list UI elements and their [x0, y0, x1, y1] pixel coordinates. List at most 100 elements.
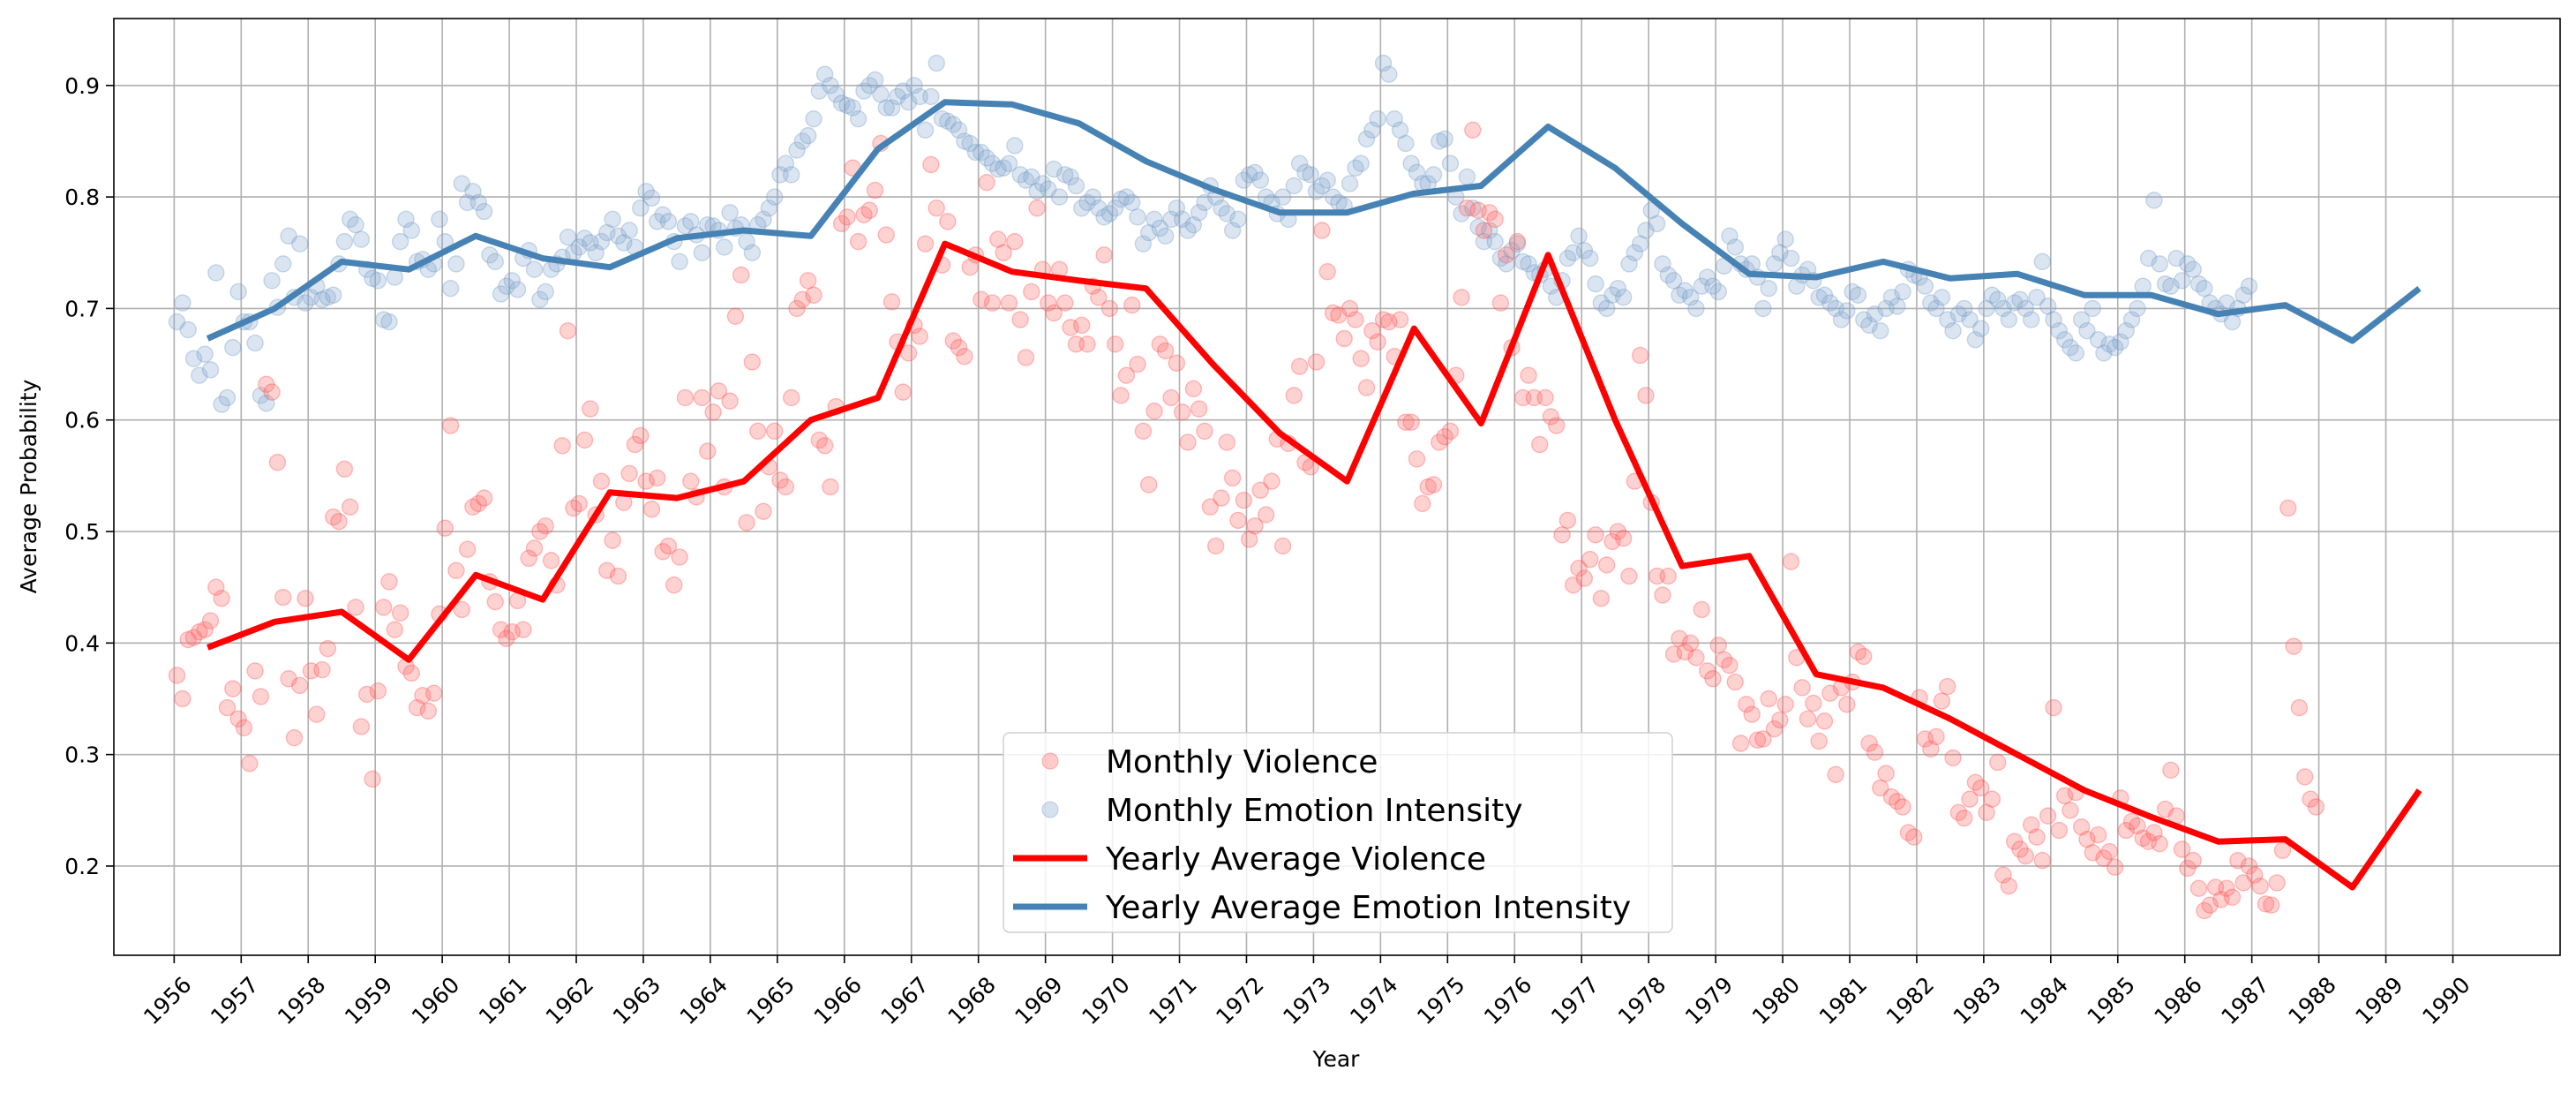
violence-monthly-point: [2279, 499, 2297, 517]
violence-monthly-point: [1776, 696, 1794, 713]
violence-monthly-point: [1246, 517, 1264, 535]
violence-monthly-point: [1235, 491, 1253, 509]
emotion-monthly-point: [928, 54, 945, 72]
violence-monthly-point: [2246, 866, 2264, 884]
emotion-monthly-point: [1988, 290, 2007, 308]
violence-monthly-point: [649, 469, 666, 487]
emotion-monthly-point: [1922, 294, 1940, 312]
violence-monthly-point: [1782, 553, 1800, 570]
emotion-monthly-point: [1363, 121, 1381, 139]
violence-monthly-point: [441, 417, 460, 434]
violence-monthly-point: [1213, 489, 1230, 507]
violence-monthly-point: [676, 388, 695, 407]
emotion-monthly-point: [2122, 311, 2141, 328]
violence-monthly-point: [822, 478, 839, 496]
violence-monthly-point: [1715, 651, 1733, 668]
violence-monthly-point: [1994, 866, 2012, 884]
emotion-monthly-point: [1464, 200, 1482, 217]
emotion-monthly-point: [447, 255, 465, 273]
emotion-monthly-point: [2005, 294, 2024, 312]
violence-monthly-point: [330, 512, 348, 531]
emotion-monthly-point: [1760, 279, 1777, 298]
emotion-monthly-point: [1324, 188, 1342, 206]
emotion-monthly-point: [342, 210, 359, 229]
emotion-monthly-point: [1508, 235, 1527, 253]
violence-monthly-point: [313, 660, 331, 679]
violence-monthly-point: [855, 206, 873, 224]
emotion-monthly-point: [995, 159, 1012, 177]
violence-monthly-point: [1799, 710, 1817, 727]
violence-monthly-point: [1335, 329, 1353, 348]
violence-monthly-point: [2016, 847, 2035, 865]
violence-monthly-point: [1017, 349, 1035, 366]
emotion-monthly-point: [1620, 255, 1638, 273]
emotion-monthly-point: [1872, 321, 1889, 340]
emotion-monthly-point: [2100, 335, 2118, 353]
violence-monthly-point: [604, 531, 621, 549]
emotion-monthly-point: [1100, 205, 1119, 222]
emotion-monthly-point: [793, 132, 812, 150]
y-axis-title: Average Probability: [16, 379, 41, 593]
violence-monthly-point: [1223, 469, 1242, 487]
emotion-monthly-point: [2045, 311, 2062, 328]
emotion-monthly-point: [184, 350, 203, 367]
emotion-monthly-point: [201, 361, 220, 379]
violence-monthly-point: [1285, 387, 1303, 404]
emotion-monthly-point: [788, 141, 806, 159]
emotion-monthly-point: [2067, 344, 2084, 362]
emotion-monthly-point: [978, 149, 995, 167]
emotion-monthly-point: [1597, 299, 1616, 318]
violence-monthly-point: [1123, 296, 1141, 314]
emotion-monthly-point: [347, 215, 364, 234]
emotion-monthly-point: [246, 334, 264, 352]
emotion-monthly-point: [1966, 331, 1985, 349]
emotion-monthly-point: [1503, 242, 1521, 260]
emotion-monthly-point: [1603, 286, 1621, 304]
violence-monthly-point: [1218, 433, 1236, 451]
violence-monthly-point: [1771, 711, 1789, 729]
emotion-monthly-point: [258, 395, 275, 412]
emotion-monthly-point: [950, 121, 968, 139]
emotion-monthly-point: [1704, 277, 1722, 295]
violence-monthly-point: [1107, 335, 1124, 353]
violence-monthly-point: [2139, 833, 2158, 850]
violence-monthly-point: [1933, 692, 1951, 710]
violence-monthly-point: [1095, 246, 1113, 264]
emotion-monthly-point: [1302, 166, 1319, 184]
emotion-monthly-point: [252, 387, 270, 404]
violence-monthly-point: [1179, 433, 1197, 451]
emotion-monthly-point: [207, 264, 225, 282]
violence-monthly-point: [1357, 379, 1376, 396]
emotion-monthly-point: [587, 244, 605, 261]
violence-monthly-point: [1687, 649, 1705, 667]
emotion-monthly-point: [1145, 210, 1163, 229]
violence-monthly-point: [1748, 731, 1767, 749]
emotion-monthly-point: [498, 277, 515, 295]
violence-monthly-point: [1062, 319, 1079, 336]
violence-monthly-point: [1681, 634, 1700, 652]
emotion-monthly-point: [1067, 177, 1085, 195]
emotion-monthly-point: [1994, 299, 2012, 318]
violence-monthly-point: [2268, 874, 2286, 892]
violence-monthly-point: [2229, 851, 2247, 870]
violence-monthly-point: [2145, 824, 2163, 841]
violence-monthly-point: [609, 567, 627, 585]
emotion-monthly-point: [838, 96, 856, 115]
violence-monthly-point: [414, 686, 432, 705]
emotion-monthly-point: [1173, 210, 1191, 229]
emotion-monthly-point: [1045, 160, 1063, 178]
emotion-monthly-point: [1196, 193, 1213, 212]
violence-monthly-point: [743, 353, 762, 371]
emotion-monthly-point: [174, 294, 192, 312]
emotion-monthly-point: [1251, 171, 1269, 189]
violence-monthly-point: [2106, 858, 2124, 876]
violence-monthly-point: [1508, 232, 1527, 251]
y-tick-label: 0.7: [64, 296, 100, 321]
violence-monthly-point: [989, 230, 1007, 248]
violence-monthly-point: [1229, 511, 1247, 530]
violence-monthly-point: [258, 375, 275, 393]
violence-monthly-point: [632, 426, 650, 445]
violence-monthly-point: [2212, 891, 2230, 908]
violence-monthly-point: [1570, 560, 1588, 577]
